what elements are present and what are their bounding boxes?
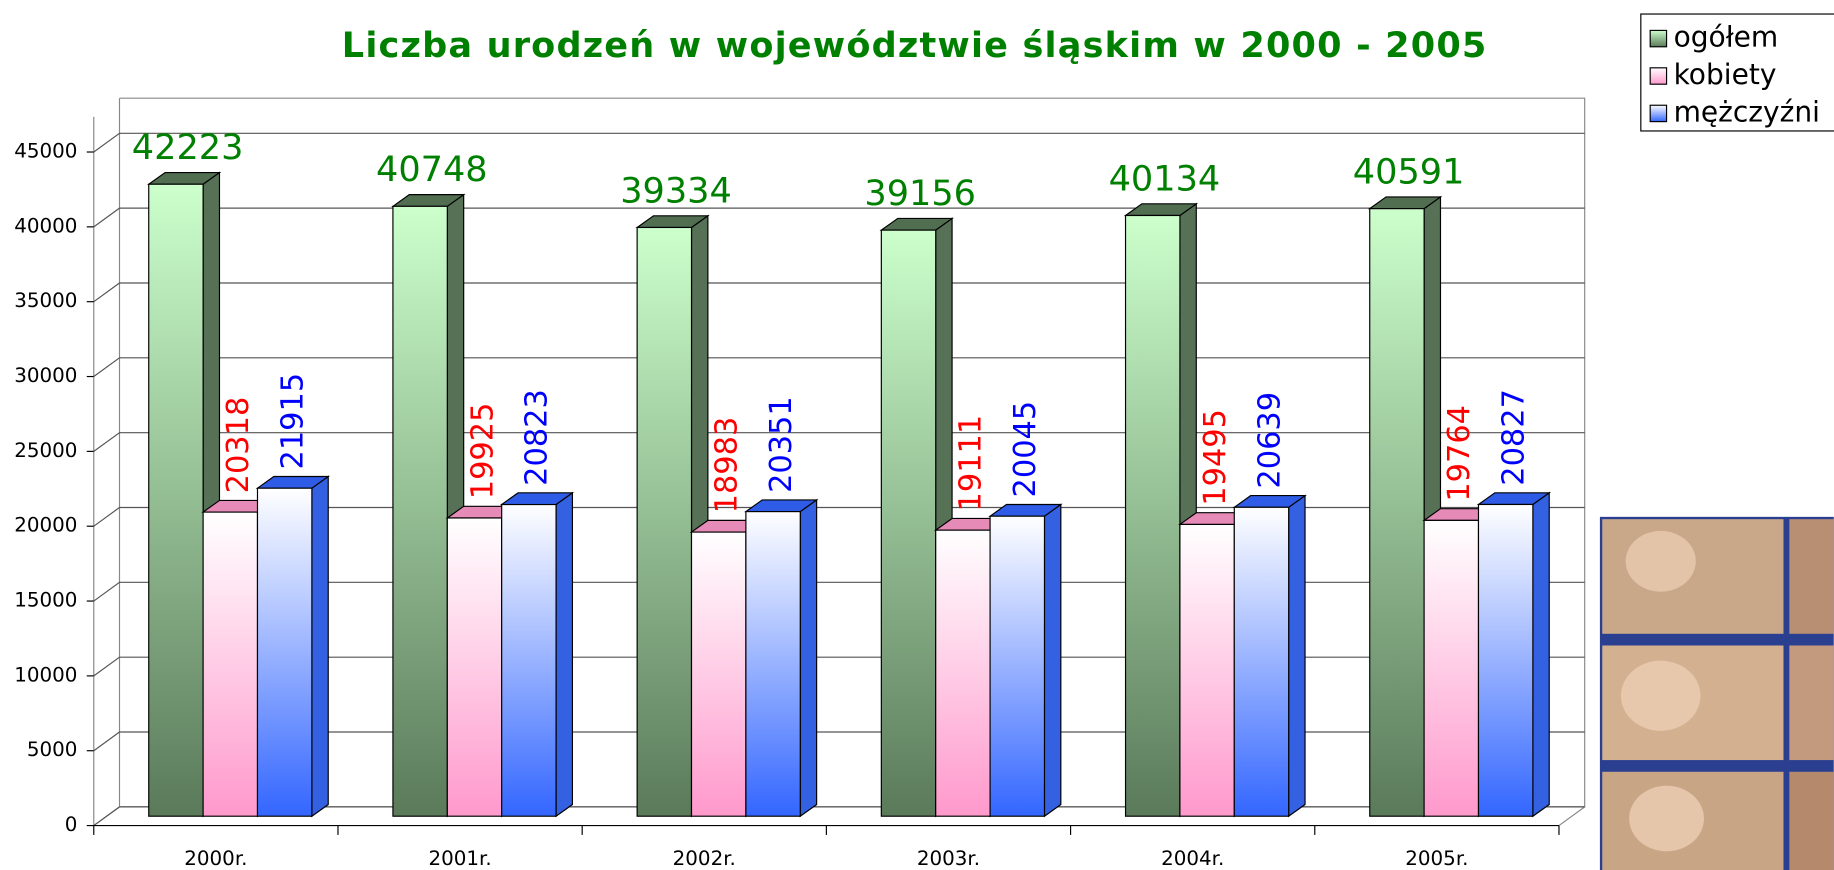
legend-label: ogółem	[1674, 21, 1779, 54]
bar	[1123, 202, 1199, 818]
chart-title: Liczba urodzeń w województwie śląskim w …	[342, 25, 1488, 66]
bar-front	[1423, 519, 1480, 817]
bar-front	[1179, 523, 1235, 817]
legend-swatch	[1649, 29, 1668, 48]
bar-side	[1043, 503, 1062, 818]
data-label: 20827	[1497, 389, 1532, 486]
bar-front	[935, 529, 991, 817]
y-tick-label: 30000	[14, 364, 77, 387]
legend-swatch	[1649, 67, 1668, 85]
legend-swatch	[1649, 104, 1668, 123]
bar-side	[555, 491, 574, 818]
x-tick-label: 2004r.	[1161, 847, 1224, 870]
bar	[255, 475, 331, 818]
y-tick-label: 5000	[27, 738, 78, 761]
y-tick-label: 40000	[14, 214, 77, 237]
data-label: 42223	[132, 127, 244, 168]
grid-line	[93, 506, 1585, 527]
data-label: 39156	[864, 173, 976, 214]
bar-front	[202, 511, 259, 817]
legend: ogółem kobiety mężczyźni	[1640, 13, 1834, 132]
data-label: 19111	[954, 415, 989, 512]
bar-front	[1233, 506, 1290, 817]
grid-line	[93, 282, 1585, 303]
bar	[1422, 507, 1497, 818]
grid-line	[93, 581, 1585, 602]
x-tick-label: 2005r.	[1405, 847, 1468, 870]
bar	[744, 498, 819, 818]
y-tick-label: 35000	[14, 289, 77, 312]
grid-line	[93, 132, 1585, 153]
data-label: 19925	[465, 403, 500, 500]
data-label: 19495	[1198, 409, 1233, 506]
data-label: 40134	[1109, 158, 1221, 199]
x-tick-label: 2002r.	[673, 847, 736, 870]
data-label: 19764	[1442, 405, 1477, 502]
y-tick-label: 45000	[14, 140, 77, 163]
bar	[1232, 494, 1307, 818]
data-label: 21915	[276, 373, 311, 470]
bar	[499, 491, 575, 818]
bar-front	[989, 515, 1046, 817]
x-tick-label: 2001r.	[428, 847, 491, 870]
y-tick-label: 20000	[14, 514, 77, 537]
bar-front	[690, 531, 747, 817]
photo	[1599, 516, 1834, 870]
bar	[988, 503, 1063, 818]
bar-side	[311, 475, 329, 818]
bar	[1476, 491, 1552, 818]
bar-front	[745, 511, 801, 817]
bar-front	[501, 503, 557, 817]
bar-front	[1369, 208, 1425, 817]
data-label: 40748	[376, 149, 488, 190]
back-wall	[119, 97, 1586, 808]
legend-label: kobiety	[1674, 58, 1777, 91]
legend-box	[1640, 13, 1834, 132]
grid-line	[93, 207, 1585, 228]
data-label: 20318	[221, 397, 256, 494]
bar-side	[1532, 491, 1550, 818]
data-label: 20823	[520, 389, 555, 486]
x-tick-label: 2003r.	[917, 847, 980, 870]
grid-line	[93, 432, 1585, 452]
legend-label: mężczyźni	[1674, 95, 1820, 128]
bar-front	[1477, 503, 1534, 817]
grid-line	[93, 357, 1585, 378]
bar-front	[1124, 214, 1181, 817]
bar-front	[446, 517, 503, 817]
y-tick-label: 15000	[14, 589, 77, 612]
y-tick-label: 25000	[14, 439, 77, 462]
data-label: 20045	[1008, 401, 1043, 498]
data-label: 40591	[1353, 152, 1465, 193]
bar-front	[636, 226, 693, 817]
bar-side	[799, 498, 818, 818]
grid-line	[93, 806, 1585, 827]
data-label: 39334	[620, 170, 732, 211]
grid-line	[93, 731, 1585, 752]
x-tick-label: 2000r.	[184, 847, 247, 870]
side-wall	[1558, 806, 1586, 827]
data-label: 18983	[710, 417, 745, 514]
y-tick-label: 10000	[14, 663, 77, 686]
grid-line	[93, 656, 1585, 677]
y-tick-label: 0	[65, 813, 78, 836]
bar-front	[148, 183, 204, 817]
data-label: 20351	[764, 396, 799, 493]
data-label: 20639	[1252, 392, 1287, 489]
bar-front	[392, 205, 448, 817]
bar-side	[1288, 494, 1306, 818]
bar-front	[880, 229, 937, 817]
bar	[635, 214, 710, 818]
bar-front	[256, 487, 313, 817]
